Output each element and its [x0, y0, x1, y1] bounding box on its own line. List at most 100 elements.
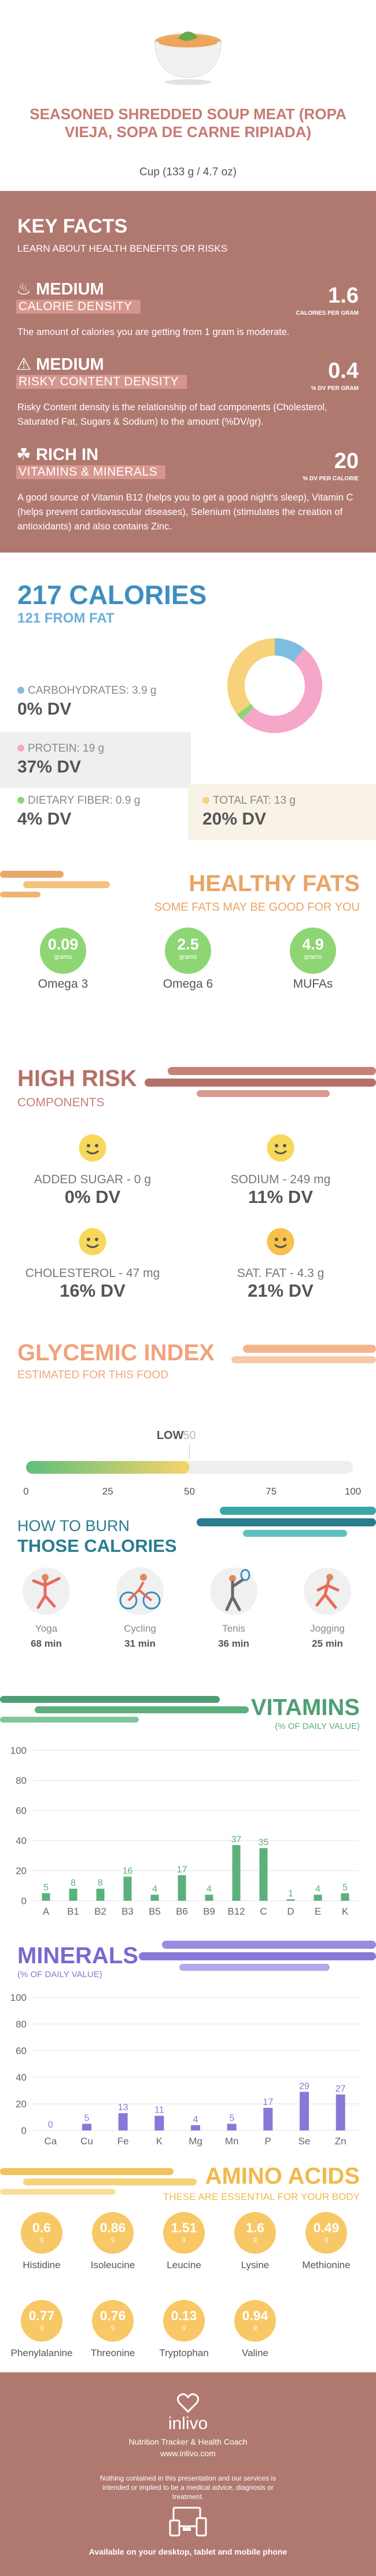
leaf-icon: ☘ [16, 446, 31, 464]
fat-stat: TOTAL FAT: 13 g 20% DV [202, 794, 296, 829]
macro-donut-chart [227, 638, 322, 733]
heart-logo-icon [177, 2393, 199, 2413]
added-sugar-stat: ADDED SUGAR - 0 g 0% DV [12, 1132, 174, 1208]
amino-phenylalanine: 0.77 g Phenylalanine [7, 2300, 76, 2359]
key-facts-title: KEY FACTS [17, 215, 128, 237]
smiley-icon [77, 1226, 108, 1257]
healthy-fats-subtitle: SOME FATS MAY BE GOOD FOR YOU [154, 901, 360, 914]
fact-unit: % DV PER GRAM [311, 385, 359, 392]
amino-isoleucine: 0.86 g Isoleucine [78, 2212, 148, 2271]
fact-level: RICH IN [36, 446, 99, 464]
sodium-stat: SODIUM - 249 mg 11% DV [200, 1132, 362, 1208]
x-tick-label: B3 [121, 1906, 134, 1917]
x-tick-label: P [265, 2136, 271, 2147]
x-tick-label: K [156, 2136, 163, 2147]
x-tick-label: B1 [67, 1906, 79, 1917]
brand-name: inlivo [168, 2414, 208, 2433]
bar-A [42, 1893, 50, 1901]
amino-circle: 0.94 g [234, 2300, 276, 2342]
glycemic-index-section: GLYCEMIC INDEX ESTIMATED FOR THIS FOOD L… [0, 1325, 376, 1499]
x-tick-label: K [342, 1906, 349, 1917]
decor-stripes [145, 1067, 376, 1097]
decor-stripes [0, 1696, 249, 1723]
glycemic-title: GLYCEMIC INDEX [17, 1340, 215, 1366]
fact-value: 1.6 [328, 284, 359, 308]
fact-description: A good source of Vitamin B12 (helps you … [17, 492, 353, 532]
food-title: SEASONED SHREDDED SOUP MEAT (ROPA VIEJA,… [30, 105, 346, 141]
smiley-icon [265, 1226, 296, 1257]
protein-highlight [0, 732, 191, 788]
bar-value-label: 4 [152, 1885, 157, 1894]
sat-fat-stat: SAT. FAT - 4.3 g 21% DV [200, 1226, 362, 1301]
omega6-circle: 2.5 grams [165, 928, 211, 974]
amino-circle: 0.86 g [92, 2212, 134, 2254]
omega3-circle: 0.09 grams [40, 928, 86, 974]
y-tick-label: 60 [16, 2045, 27, 2056]
minerals-subtitle: (% OF DAILY VALUE) [17, 1970, 102, 1979]
x-tick-label: Cu [80, 2136, 93, 2147]
bar-value-label: 13 [118, 2103, 128, 2113]
bar-B12 [232, 1845, 241, 1901]
amino-lysine: 1.6 g Lysine [220, 2212, 290, 2271]
y-tick-label: 60 [16, 1805, 27, 1816]
y-tick-label: 0 [21, 2125, 27, 2136]
bar-value-label: 5 [43, 1883, 49, 1893]
header: SEASONED SHREDDED SOUP MEAT (ROPA VIEJA,… [0, 0, 376, 191]
glycemic-tick: 100 [345, 1486, 361, 1497]
amino-circle: 0.6 g [21, 2212, 62, 2254]
disclaimer: Nothing contained in this presentation a… [99, 2474, 277, 2501]
fact-label: VITAMINS & MINERALS [16, 465, 166, 479]
footer: inlivo Nutrition Tracker & Health Coach … [0, 2372, 376, 2576]
x-tick-label: B12 [227, 1906, 245, 1917]
key-facts-subtitle: LEARN ABOUT HEALTH BENEFITS OR RISKS [17, 243, 228, 254]
protein-dot-icon [17, 745, 24, 752]
jogging-icon [304, 1567, 351, 1615]
y-tick-label: 20 [16, 1865, 27, 1876]
activity-jogging: Jogging 25 min [287, 1567, 368, 1650]
tennis-icon [210, 1567, 257, 1615]
amino-title: AMINO ACIDS [205, 2163, 360, 2189]
bar-value-label: 4 [193, 2115, 198, 2125]
fact-unit: % DV PER CALORIE [303, 476, 359, 482]
healthy-fats-title: HEALTHY FATS [189, 871, 360, 896]
bar-value-label: 27 [336, 2084, 346, 2094]
high-risk-section: HIGH RISK COMPONENTS ADDED SUGAR - 0 g 0… [0, 1047, 376, 1325]
high-risk-title: HIGH RISK [17, 1066, 137, 1091]
decor-stripes [0, 2168, 197, 2195]
bar-value-label: 5 [342, 1883, 348, 1893]
y-tick-label: 40 [16, 1835, 27, 1846]
fact-unit: CALORIES PER GRAM [296, 310, 359, 317]
brand-url[interactable]: www.inlivo.com [160, 2449, 216, 2458]
bar-value-label: 35 [259, 1838, 269, 1848]
x-tick-label: D [287, 1906, 294, 1917]
bar-P [263, 2107, 273, 2130]
bar-value-label: 4 [315, 1885, 320, 1894]
glycemic-level: LOW [157, 1429, 184, 1442]
vitamins-title: VITAMINS [250, 1695, 360, 1720]
y-tick-label: 80 [16, 1775, 27, 1786]
x-tick-label: B9 [203, 1906, 215, 1917]
calories-section: 217 CALORIES 121 FROM FAT CARBOHYDRATES:… [0, 553, 376, 853]
glycemic-fill [26, 1461, 190, 1474]
bar-value-label: 17 [177, 1865, 187, 1875]
bar-value-label: 1 [288, 1889, 293, 1898]
x-tick-label: Zn [335, 2136, 346, 2147]
warning-icon: ⚠ [16, 355, 31, 374]
activity-cycling: Cycling 31 min [99, 1567, 180, 1650]
bar-value-label: 5 [84, 2114, 90, 2124]
x-tick-label: E [315, 1906, 321, 1917]
x-tick-label: B5 [149, 1906, 161, 1917]
amino-acids-section: AMINO ACIDS THESE ARE ESSENTIAL FOR YOUR… [0, 2161, 376, 2372]
donut-slice-protein [242, 648, 322, 733]
glycemic-tick: 25 [102, 1486, 113, 1497]
availability-note: Available on your desktop, tablet and mo… [89, 2547, 287, 2556]
x-tick-label: Mg [189, 2136, 202, 2147]
protein-stat: PROTEIN: 19 g 37% DV [17, 742, 104, 777]
y-tick-label: 100 [10, 1992, 27, 2003]
bar-value-label: 37 [231, 1835, 242, 1845]
amino-methionine: 0.49 g Methionine [292, 2212, 361, 2271]
omega6-card: 2.5 grams Omega 6 [130, 928, 246, 991]
vitamins-section: VITAMINS (% OF DAILY VALUE) 0 20 40 60 80 100… [0, 1687, 376, 1933]
amino-circle: 1.51 g [163, 2212, 205, 2254]
amino-valine: 0.94 g Valine [220, 2300, 290, 2359]
